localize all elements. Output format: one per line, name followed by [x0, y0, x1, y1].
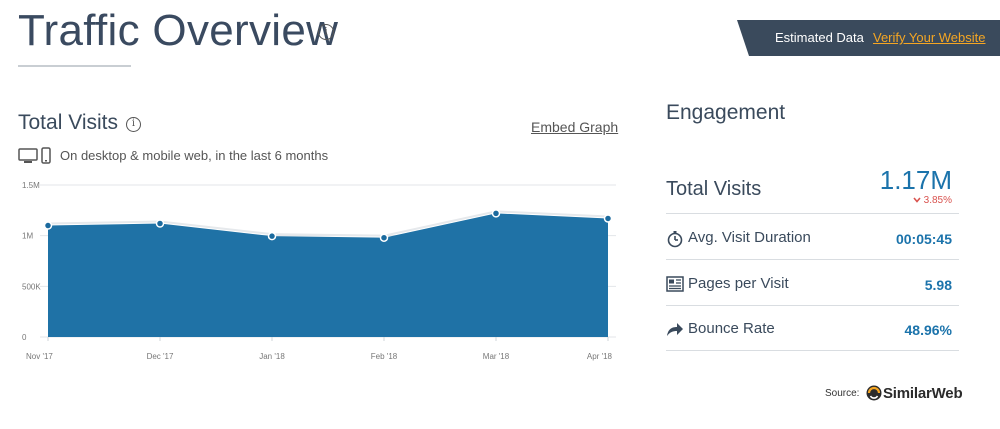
x-tick-label: Jan '18 [259, 352, 285, 361]
similarweb-logo-icon [866, 385, 882, 401]
data-point [43, 221, 53, 230]
page-title: Traffic Overview [18, 6, 339, 55]
x-tick-label: Mar '18 [483, 352, 510, 361]
title-divider [18, 65, 131, 67]
data-point [603, 214, 613, 223]
estimated-data-label: Estimated Data [775, 30, 864, 45]
bounce-rate-label: Bounce Rate [688, 320, 775, 337]
visits-area [48, 213, 608, 337]
x-tick-label: Dec '17 [147, 352, 174, 361]
metric-divider [666, 305, 959, 306]
data-point [267, 231, 277, 241]
bounce-rate-value: 48.96% [904, 322, 952, 338]
info-icon[interactable]: i [318, 24, 334, 40]
chevron-down-icon [913, 197, 921, 204]
y-tick-label: 1.5M [22, 181, 40, 190]
data-point [155, 219, 165, 228]
metric-divider [666, 213, 959, 214]
metric-divider [666, 259, 959, 260]
source-label: Source: [825, 388, 860, 399]
pages-per-visit-value: 5.98 [924, 277, 952, 293]
total-visits-metric-label: Total Visits [666, 178, 762, 200]
data-point [491, 209, 501, 218]
metric-divider [666, 350, 959, 351]
pages-icon [666, 276, 684, 292]
similarweb-brand: SimilarWeb [883, 385, 963, 402]
visits-line [47, 210, 609, 237]
data-point [379, 233, 389, 242]
estimated-data-banner [737, 20, 1000, 56]
y-tick-label: 0 [22, 333, 27, 342]
y-tick-label: 500K [22, 282, 41, 291]
desktop-mobile-icon [18, 147, 51, 164]
device-scope-text: On desktop & mobile web, in the last 6 m… [60, 148, 329, 163]
verify-website-link[interactable]: Verify Your Website [873, 30, 986, 45]
avg-visit-duration-value: 00:05:45 [895, 231, 952, 247]
x-tick-label: Apr '18 [587, 352, 613, 361]
total-visits-change: 3.85% [860, 195, 952, 206]
bounce-arrow-icon [667, 323, 683, 336]
total-visits-title: Total Visits [18, 111, 118, 134]
x-tick-label: Feb '18 [371, 352, 398, 361]
pages-per-visit-label: Pages per Visit [688, 275, 789, 292]
y-tick-label: 1M [22, 232, 33, 241]
avg-visit-duration-label: Avg. Visit Duration [688, 229, 811, 246]
total-visits-metric-value: 1.17M [879, 165, 952, 195]
stopwatch-icon [667, 231, 683, 248]
total-visits-chart: 1.5M 1M 500K 0 Nov '17 Dec '17 Jan '18 Feb '18 M… [22, 181, 616, 361]
info-icon[interactable]: i [126, 117, 141, 132]
engagement-title: Engagement [666, 101, 786, 124]
change-value: 3.85% [923, 195, 952, 206]
embed-graph-link[interactable]: Embed Graph [531, 119, 619, 135]
x-tick-label: Nov '17 [26, 352, 53, 361]
